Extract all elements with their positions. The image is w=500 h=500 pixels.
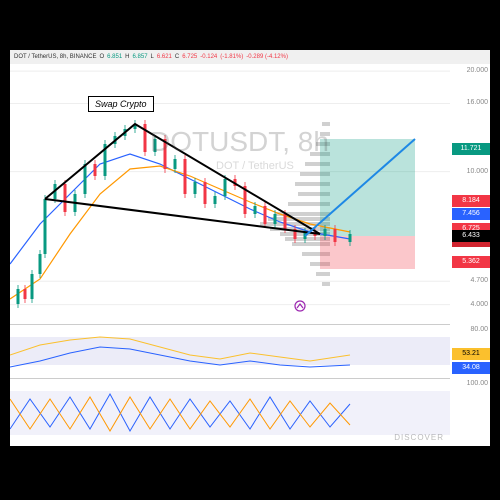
- attribution-label: DISCOVER: [394, 433, 444, 442]
- main-chart[interactable]: DOTUSDT, 8h DOT / TetherUS Swap Crypto: [10, 64, 450, 324]
- chart-frame: DOT / TetherUS, 8h, BINANCE O 6.851 H 6.…: [10, 50, 490, 446]
- ytick-label: 10.000: [467, 168, 488, 175]
- ohlc-l-label: L: [151, 54, 154, 60]
- ohlc-o: 6.851: [107, 54, 122, 60]
- price-box: 7.456: [452, 208, 490, 220]
- watermark-sub: DOT / TetherUS: [216, 160, 294, 172]
- yaxis-stoch[interactable]: 100.00: [450, 378, 490, 446]
- ohlc-c: 6.725: [182, 54, 197, 60]
- price-box: 11.721: [452, 143, 490, 155]
- ytick-label: 4.000: [470, 301, 488, 308]
- ohlc-h-label: H: [125, 54, 129, 60]
- stoch-svg: [10, 379, 450, 447]
- ytick-label: 20.000: [467, 67, 488, 74]
- ohlc-h: 6.857: [133, 54, 148, 60]
- yaxis-main[interactable]: 4.000 4.700 10.000 16.000 20.000 11.721 8.1847…: [450, 64, 490, 324]
- rsi-svg: [10, 325, 450, 379]
- indicator-stoch[interactable]: DISCOVER: [10, 378, 450, 446]
- ohlc-chg: -0.124: [200, 54, 217, 60]
- symbol-label[interactable]: DOT / TetherUS, 8h, BINANCE: [14, 54, 96, 60]
- ohlc-vol: -0.289 (-4.12%): [246, 54, 288, 60]
- ind1-val2: 34.08: [452, 362, 490, 374]
- main-chart-svg: [10, 64, 450, 324]
- price-box: 8.184: [452, 195, 490, 207]
- watermark-symbol: DOTUSDT, 8h: [150, 126, 329, 158]
- indicator-rsi[interactable]: [10, 324, 450, 378]
- chart-header: DOT / TetherUS, 8h, BINANCE O 6.851 H 6.…: [10, 50, 490, 64]
- ytick-label: 4.700: [470, 277, 488, 284]
- ind1-val1: 53.21: [452, 348, 490, 360]
- ind1-tick: 80.00: [470, 326, 488, 333]
- ohlc-chg-pct: (-1.81%): [220, 54, 243, 60]
- ohlc-o-label: O: [99, 54, 104, 60]
- ytick-label: 16.000: [467, 99, 488, 106]
- ohlc-l: 6.621: [157, 54, 172, 60]
- ind2-tick: 100.00: [467, 380, 488, 387]
- yaxis-rsi[interactable]: 80.00 53.21 34.08: [450, 324, 490, 378]
- ohlc-c-label: C: [175, 54, 179, 60]
- price-box: 6.433: [452, 230, 490, 242]
- swap-crypto-label: Swap Crypto: [88, 96, 154, 112]
- price-box: 5.362: [452, 256, 490, 268]
